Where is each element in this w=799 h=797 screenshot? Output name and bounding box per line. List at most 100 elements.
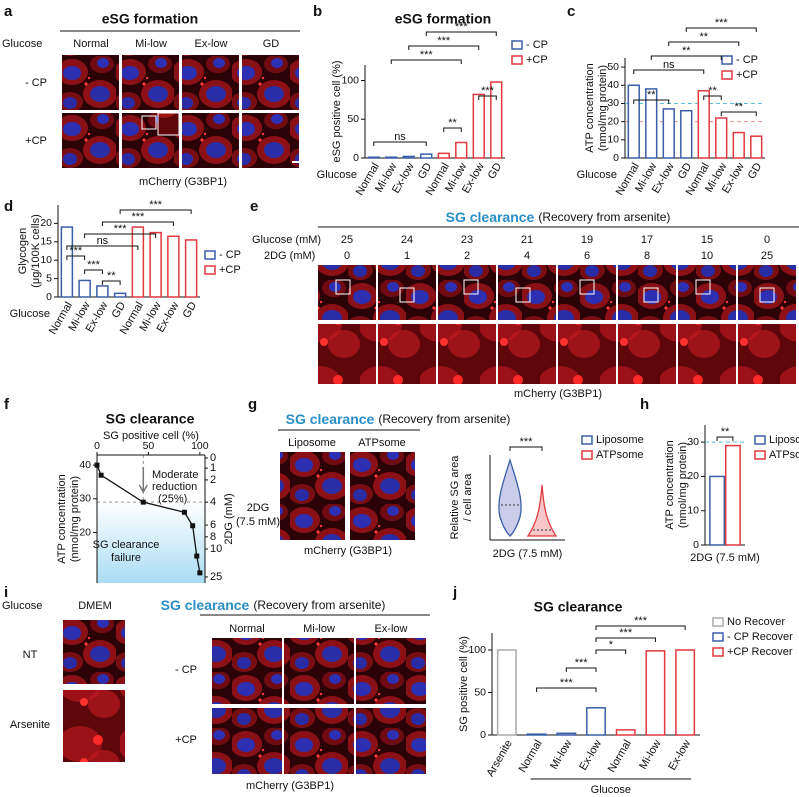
y2-tick-label: 8 <box>210 531 216 543</box>
row-label: (7.5 mM) <box>236 516 280 528</box>
significance-label: *** <box>575 657 589 669</box>
x-tick-label: Ex-low <box>666 738 693 773</box>
caption: mCherry (G3BP1) <box>514 388 602 400</box>
bar <box>750 135 763 159</box>
significance-label: *** <box>455 21 469 33</box>
x-tick-label: GD <box>746 161 765 181</box>
significance-label: ** <box>448 117 457 129</box>
y-axis-label: Relative SG area <box>449 455 461 540</box>
inset-box <box>695 279 711 295</box>
x-axis-label: SG positive cell (%) <box>103 430 199 442</box>
x-axis-label: Glucose <box>591 784 631 796</box>
title-main: SG clearance <box>286 411 375 427</box>
chart-title: SG clearance <box>534 599 623 615</box>
significance-label: *** <box>560 677 574 689</box>
y-tick-label: 100 <box>468 644 486 656</box>
y-axis-label: Glycogen <box>17 228 29 274</box>
micrograph <box>498 324 556 384</box>
micrograph <box>378 324 436 384</box>
bar <box>586 707 606 736</box>
micrograph <box>378 265 436 320</box>
y2-tick-label: 4 <box>210 496 216 508</box>
x-tick-label: Mi-low <box>637 738 663 772</box>
significance-bracket <box>703 95 722 100</box>
legend-swatch <box>754 435 766 445</box>
significance-bracket <box>536 687 597 692</box>
panel-title: SG clearance (Recovery from arsenite) <box>446 209 671 225</box>
y-axis-label: eSG positive cell (%) <box>331 60 343 162</box>
y-tick-label: 50 <box>474 686 486 698</box>
bar <box>472 93 485 159</box>
significance-bracket <box>716 436 734 441</box>
y-tick-label: 0 <box>353 152 359 164</box>
bar <box>709 475 726 546</box>
significance-label: ** <box>734 101 743 113</box>
column-label: Ex-low <box>374 623 407 635</box>
significance-label: ** <box>708 85 717 97</box>
bar <box>724 444 741 546</box>
micrograph <box>63 690 125 762</box>
column-label: 0 <box>344 250 350 262</box>
x-tick-label: GD <box>486 161 505 181</box>
micrograph <box>678 324 736 384</box>
significance-bracket <box>565 667 597 672</box>
bar <box>149 231 162 298</box>
micrograph <box>678 265 736 320</box>
legend-label: No Recover <box>727 616 785 628</box>
x-tick-label: GD <box>181 300 200 320</box>
title-main: SG clearance <box>161 597 250 613</box>
y-tick-label: 0 <box>613 152 619 164</box>
legend-swatch <box>721 70 733 80</box>
x-tick-label: Normal <box>606 738 634 775</box>
micrograph <box>498 265 556 320</box>
significance-bracket <box>595 649 627 654</box>
panel-letter: c <box>567 3 575 20</box>
row-header: Glucose <box>2 600 42 612</box>
micrograph <box>212 708 282 774</box>
column-label: 25 <box>341 234 353 246</box>
significance-bracket <box>390 59 462 64</box>
legend-label: Liposome <box>596 434 644 446</box>
y2-tick-label: 10 <box>210 543 222 555</box>
annotation: failure <box>111 552 141 564</box>
significance-bracket <box>668 41 740 46</box>
legend-label: +CP <box>526 54 548 66</box>
significance-bracket <box>66 245 139 250</box>
y-axis-label: ATP concentration <box>664 440 676 529</box>
significance-label: ** <box>699 31 708 43</box>
micrograph <box>618 324 676 384</box>
column-label: 19 <box>581 234 593 246</box>
bar <box>60 226 74 298</box>
y-tick-label: 15 <box>40 236 52 248</box>
micrograph <box>212 638 282 704</box>
violin <box>498 457 522 537</box>
significance-label: *** <box>715 17 729 29</box>
significance-bracket <box>84 269 103 274</box>
row-label: - CP <box>175 664 197 676</box>
y-tick-label: 5 <box>46 272 52 284</box>
significance-label: *** <box>87 259 101 271</box>
micrograph <box>618 265 676 320</box>
micrograph <box>284 638 354 704</box>
significance-label: ns <box>97 235 109 247</box>
significance-label: ** <box>682 45 691 57</box>
micrograph <box>558 324 616 384</box>
significance-label: ** <box>107 270 116 282</box>
row-header: 2DG (mM) <box>264 250 315 262</box>
x-tick-label: Ex-low <box>577 738 604 773</box>
bar <box>113 292 127 298</box>
bar <box>526 733 547 736</box>
x-axis-label: 2DG (7.5 mM) <box>690 552 760 564</box>
legend-swatch <box>204 250 216 260</box>
y-tick-label: 30 <box>607 97 619 109</box>
significance-bracket <box>84 233 157 238</box>
x-tick-label: 50 <box>143 440 155 452</box>
inset <box>157 112 180 136</box>
significance-label: *** <box>114 223 128 235</box>
column-label: 0 <box>764 234 770 246</box>
row-label: +CP <box>25 135 47 147</box>
y-tick-label: 20 <box>40 217 52 229</box>
micrograph <box>242 113 299 168</box>
panel-title: eSG formation <box>102 11 198 27</box>
significance-bracket <box>720 111 757 116</box>
